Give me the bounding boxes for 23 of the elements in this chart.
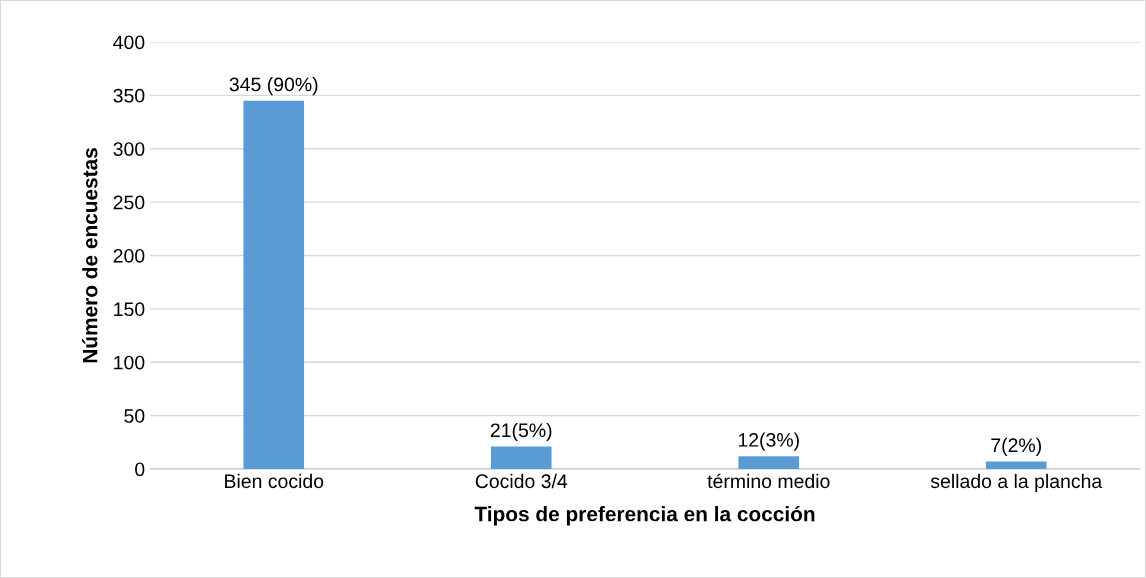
data-label: 21(5%): [490, 422, 552, 442]
y-tick-label: 400: [113, 35, 145, 50]
x-axis-title: Tipos de preferencia en la cocción: [474, 505, 815, 526]
y-tick-label: 200: [113, 248, 145, 263]
x-tick-label: término medio: [707, 473, 830, 489]
y-axis-title: Número de encuestas: [81, 148, 98, 363]
data-label: 7(2%): [991, 437, 1041, 456]
bar: [985, 461, 1047, 469]
data-label: 12(3%): [738, 432, 799, 451]
x-tick-label: Cocido 3/4: [475, 473, 568, 489]
x-tick-label: Bien cocido: [225, 473, 324, 489]
y-tick-label: 50: [124, 409, 145, 423]
bar: [490, 446, 552, 469]
y-tick-label: 250: [113, 195, 145, 210]
x-tick-label: sellado a la plancha: [930, 473, 1103, 492]
y-tick-label: 150: [114, 302, 145, 317]
y-tick-label: 100: [114, 355, 145, 370]
bar: [243, 100, 305, 469]
bar: [738, 456, 800, 469]
y-tick-label: 0: [135, 462, 145, 477]
y-tick-label: 300: [113, 142, 145, 156]
data-label: 345 (90%): [229, 77, 318, 96]
y-tick-label: 350: [113, 88, 145, 103]
